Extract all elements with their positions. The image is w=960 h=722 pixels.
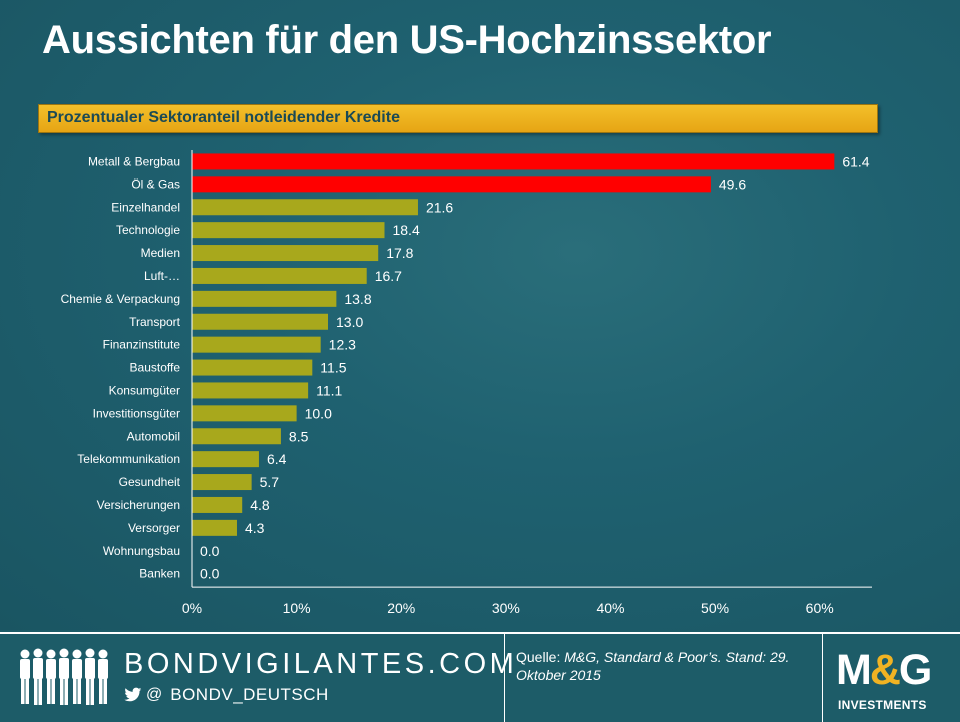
value-label: 4.8: [250, 497, 270, 513]
chart-subtitle: Prozentualer Sektoranteil notleidender K…: [47, 109, 400, 126]
logo-subtitle: INVESTMENTS: [838, 698, 927, 712]
bar: [192, 405, 297, 422]
at-sign: @: [146, 686, 163, 703]
bar: [192, 428, 281, 445]
bars-layer: [192, 153, 835, 536]
value-label: 10.0: [305, 405, 332, 421]
value-label: 11.5: [320, 360, 346, 376]
logo-m: M: [836, 646, 872, 694]
twitter-bird-icon: [124, 687, 142, 702]
category-label: Versorger: [128, 521, 180, 535]
category-label: Metall & Bergbau: [88, 154, 180, 168]
value-label: 17.8: [386, 245, 413, 261]
value-label: 0.0: [200, 566, 220, 582]
bar: [192, 313, 328, 330]
x-tick-label: 10%: [283, 600, 311, 616]
labels-layer: Metall & Bergbau 61.4 Öl & Gas 49.6 Einzelha…: [61, 153, 870, 581]
category-label: Baustoffe: [130, 361, 181, 375]
value-label: 12.3: [329, 337, 356, 353]
footer: BONDVIGILANTES.COM @ BONDV_DEUTSCH Quell…: [0, 632, 960, 722]
category-label: Telekommunikation: [77, 452, 180, 466]
category-label: Konsumgüter: [109, 383, 180, 397]
logo-ampersand: &: [869, 646, 901, 694]
source-note: Quelle: M&G, Standard & Poor’s. Stand: 2…: [516, 648, 806, 684]
value-label: 0.0: [200, 543, 220, 559]
bar: [192, 382, 309, 399]
bar-chart: Metall & Bergbau 61.4 Öl & Gas 49.6 Einzelha…: [61, 150, 872, 616]
logo-g: G: [898, 646, 932, 694]
category-label: Automobil: [127, 429, 180, 443]
category-label: Luft-…: [144, 269, 180, 283]
bar: [192, 474, 252, 491]
value-label: 5.7: [260, 474, 280, 490]
twitter-handle[interactable]: BONDV_DEUTSCH: [170, 685, 329, 704]
value-label: 18.4: [392, 222, 419, 238]
bar: [192, 222, 385, 239]
category-label: Banken: [139, 567, 180, 581]
footer-divider: [504, 634, 505, 722]
category-label: Finanzinstitute: [103, 338, 181, 352]
category-label: Technologie: [116, 223, 180, 237]
category-label: Versicherungen: [97, 498, 180, 512]
bar: [192, 290, 337, 307]
bar: [192, 199, 418, 216]
category-label: Einzelhandel: [111, 200, 180, 214]
category-label: Chemie & Verpackung: [61, 292, 180, 306]
category-label: Gesundheit: [119, 475, 181, 489]
brand-name: BONDVIGILANTES.COM: [124, 648, 518, 680]
mg-investments-logo: M&G INVESTMENTS: [836, 646, 948, 718]
bar: [192, 496, 243, 513]
x-tick-label: 60%: [806, 600, 834, 616]
people-silhouette-icon: [20, 648, 108, 705]
bar: [192, 336, 321, 353]
source-text: M&G, Standard & Poor’s. Stand: 29. Oktob…: [516, 649, 790, 683]
twitter-handle-line[interactable]: @ BONDV_DEUTSCH: [124, 684, 329, 706]
source-prefix: Quelle:: [516, 649, 561, 665]
category-label: Investitionsgüter: [93, 406, 180, 420]
bar: [192, 267, 367, 284]
x-axis: 0% 10% 20% 30% 40% 50% 60%: [182, 150, 872, 616]
value-label: 16.7: [375, 268, 402, 284]
category-label: Wohnungsbau: [103, 544, 180, 558]
bar: [192, 153, 835, 170]
value-label: 11.1: [316, 382, 342, 398]
value-label: 13.0: [336, 314, 363, 330]
value-label: 4.3: [245, 520, 265, 536]
bar: [192, 359, 313, 376]
bar: [192, 519, 237, 536]
footer-divider: [822, 634, 823, 722]
x-tick-label: 40%: [596, 600, 624, 616]
logo-letters: M&G: [836, 646, 932, 695]
value-label: 61.4: [842, 153, 869, 169]
x-tick-label: 50%: [701, 600, 729, 616]
bar: [192, 245, 379, 262]
value-label: 8.5: [289, 428, 309, 444]
category-label: Öl & Gas: [131, 177, 180, 191]
bar: [192, 176, 711, 193]
bar: [192, 451, 259, 468]
x-tick-label: 0%: [182, 600, 202, 616]
value-label: 6.4: [267, 451, 287, 467]
value-label: 49.6: [719, 176, 746, 192]
x-tick-label: 30%: [492, 600, 520, 616]
value-label: 21.6: [426, 199, 453, 215]
category-label: Medien: [141, 246, 180, 260]
x-tick-label: 20%: [387, 600, 415, 616]
category-label: Transport: [129, 315, 181, 329]
page-title: Aussichten für den US-Hochzinssektor: [42, 18, 772, 62]
subtitle-banner: Prozentualer Sektoranteil notleidender K…: [38, 104, 878, 133]
value-label: 13.8: [344, 291, 371, 307]
